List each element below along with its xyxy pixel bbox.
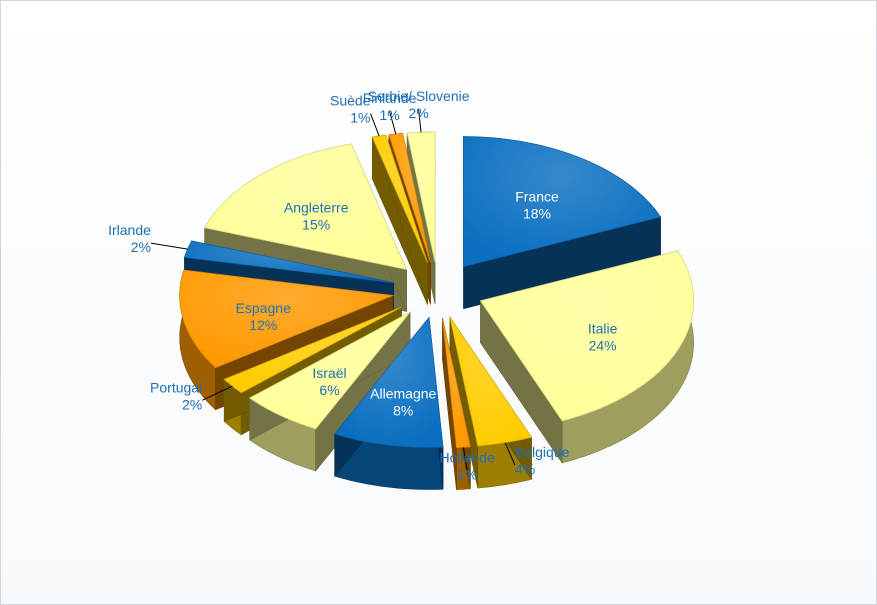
category-label-hollande: Hollande <box>439 449 494 465</box>
leader-line-serbie-slovenie <box>418 109 422 133</box>
slice-highlight-serbie-slovenie <box>407 132 435 263</box>
slice-highlight-irlande <box>184 240 394 283</box>
percent-label-finlande: 1% <box>379 107 399 123</box>
slice-highlight-portugal <box>224 307 402 393</box>
percent-label-israel: 6% <box>319 382 339 398</box>
category-label-italie: Italie <box>588 321 618 337</box>
slice-highlight-belgique <box>449 317 532 446</box>
category-label-belgique: Belgique <box>515 444 570 460</box>
slice-highlight-finlande <box>388 133 431 263</box>
slice-highlight-espagne <box>179 270 393 368</box>
percent-label-italie: 24% <box>589 338 617 354</box>
slice-highlight-angleterre <box>204 143 407 270</box>
percent-label-portugal: 2% <box>182 396 202 412</box>
percent-label-hollande: 1% <box>457 466 477 482</box>
category-label-portugal: Portugal <box>150 379 202 395</box>
slice-highlight-hollande <box>442 317 471 448</box>
percent-label-allemagne: 8% <box>393 403 413 419</box>
category-label-serbie-slovenie: Serbie/ Slovenie <box>368 88 470 104</box>
slice-highlight-italie <box>480 250 694 421</box>
percent-label-serbie-slovenie: 2% <box>408 105 428 121</box>
percent-label-belgique: 4% <box>515 461 535 477</box>
leader-line-belgique <box>504 442 516 466</box>
slice-highlight-france <box>463 136 661 267</box>
slice-highlight-allemagne <box>334 317 443 448</box>
category-label-espagne: Espagne <box>236 300 291 316</box>
percent-label-espagne: 12% <box>249 317 277 333</box>
leader-line-irlande <box>150 242 188 250</box>
percent-label-irlande: 2% <box>131 239 151 255</box>
leader-line-hollande <box>462 447 468 471</box>
percent-label-france: 18% <box>523 206 551 222</box>
category-label-israel: Israël <box>312 365 346 381</box>
slice-highlight-suede <box>372 135 428 263</box>
leader-line-suede <box>370 113 380 137</box>
category-label-angleterre: Angleterre <box>284 200 349 216</box>
percent-label-suede: 1% <box>350 110 370 126</box>
category-label-suede: Suède <box>330 93 371 109</box>
category-label-allemagne: Allemagne <box>370 386 436 402</box>
leader-line-finlande <box>389 111 397 135</box>
slice-highlight-israel <box>249 312 410 429</box>
category-label-france: France <box>515 189 559 205</box>
percent-label-angleterre: 15% <box>302 217 330 233</box>
category-label-irlande: Irlande <box>108 222 151 238</box>
category-label-finlande: Finlande <box>363 90 417 106</box>
leader-line-portugal <box>202 385 233 401</box>
